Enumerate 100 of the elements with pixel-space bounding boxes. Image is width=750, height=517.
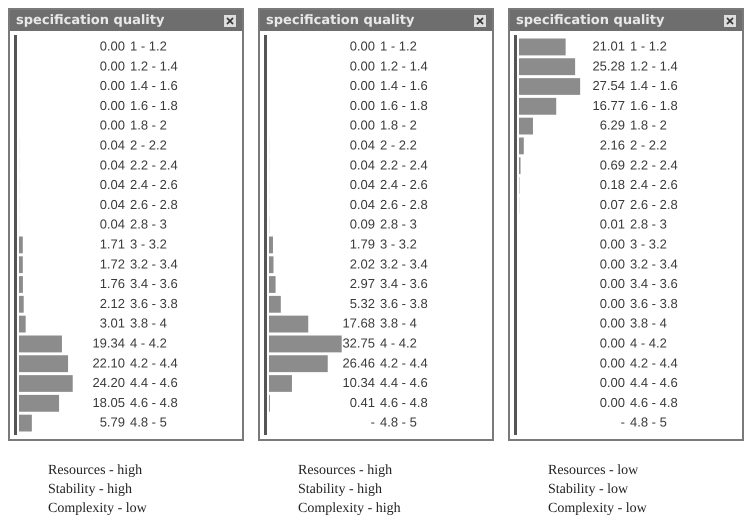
data-label: 10.34 — [342, 375, 375, 390]
data-label: 6.29 — [600, 118, 625, 133]
bar — [19, 316, 26, 333]
data-label: 25.28 — [592, 58, 625, 74]
data-label: 0.00 — [600, 355, 625, 370]
data-label: 0.00 — [600, 316, 625, 331]
data-label: 0.00 — [350, 58, 375, 74]
text: Resources - high — [298, 462, 394, 480]
y-tick-label: 3 - 3.2 — [130, 236, 167, 252]
y-tick-label: 1 - 1.2 — [630, 38, 667, 54]
y-tick-label: 1.8 - 2 — [630, 118, 667, 133]
bar — [269, 375, 292, 392]
y-tick-label: 3.6 - 3.8 — [380, 296, 428, 311]
y-tick-label: 3.6 - 3.8 — [130, 296, 178, 311]
data-label: 2.12 — [100, 296, 125, 311]
data-label: 0.07 — [600, 196, 625, 212]
data-label: 1.76 — [100, 276, 125, 292]
data-label: 24.20 — [92, 375, 125, 390]
bar — [19, 394, 60, 412]
data-label: 0.69 — [600, 157, 625, 172]
y-tick-label: 2.6 - 2.8 — [380, 196, 428, 212]
y-tick-label: 4.6 - 4.8 — [630, 394, 678, 410]
y-tick-label: 2.4 - 2.6 — [380, 177, 428, 192]
data-label: 0.41 — [350, 394, 375, 410]
y-tick-label: 4.2 - 4.4 — [130, 355, 178, 370]
bar — [19, 414, 32, 432]
y-tick-label: 4.2 - 4.4 — [380, 355, 428, 370]
data-label: 16.77 — [592, 98, 625, 113]
text: Resources - low — [548, 462, 640, 480]
data-label: 0.00 — [600, 335, 625, 350]
data-label: 0.04 — [350, 157, 375, 172]
y-tick-label: 4.4 - 4.6 — [130, 375, 178, 390]
data-label: 0.04 — [100, 137, 125, 152]
data-label: 2.97 — [350, 276, 375, 292]
y-tick-label: 4 - 4.2 — [130, 335, 167, 350]
data-label: 2.16 — [600, 137, 625, 152]
y-tick-label: 4.8 - 5 — [380, 414, 417, 430]
y-tick-label: 1.6 - 1.8 — [630, 98, 678, 113]
y-tick-label: 4.4 - 4.6 — [630, 375, 678, 390]
text: - — [620, 414, 625, 430]
y-tick-label: 1.8 - 2 — [380, 118, 417, 133]
y-tick-label: 4.6 - 4.8 — [130, 394, 178, 410]
bar — [519, 58, 576, 76]
y-tick-label: 2.6 - 2.8 — [130, 196, 178, 212]
y-tick-label: 1 - 1.2 — [380, 38, 417, 54]
text: Stability - high — [298, 481, 383, 499]
data-label: 0.00 — [350, 78, 375, 94]
y-tick-label: 4.4 - 4.6 — [380, 375, 428, 390]
y-tick-label: 2 - 2.2 — [630, 137, 667, 152]
y-tick-label: 4.6 - 4.8 — [380, 394, 428, 410]
y-tick-label: 2.6 - 2.8 — [630, 196, 678, 212]
data-label: 0.01 — [600, 216, 625, 232]
data-label: 0.00 — [600, 236, 625, 252]
data-label: 5.79 — [100, 414, 125, 430]
bar — [269, 355, 328, 372]
y-tick-label: 1.6 - 1.8 — [380, 98, 428, 113]
y-tick-label: 1.2 - 1.4 — [630, 58, 678, 74]
y-tick-label: 3.2 - 3.4 — [380, 256, 428, 272]
y-tick-label: 1.2 - 1.4 — [130, 58, 178, 74]
bar — [519, 118, 533, 135]
y-tick-label: 1.4 - 1.6 — [630, 78, 678, 94]
data-label: 0.00 — [100, 58, 125, 74]
data-label: 1.71 — [100, 236, 125, 252]
data-label: 0.00 — [350, 118, 375, 133]
chart-title: specification quality — [16, 13, 164, 28]
data-label: 0.00 — [350, 98, 375, 113]
data-label: 1.79 — [350, 236, 375, 252]
data-label: 0.00 — [600, 256, 625, 272]
y-tick-label: 3.4 - 3.6 — [630, 276, 678, 292]
y-tick-label: 4.8 - 5 — [130, 414, 167, 430]
data-label: 0.00 — [600, 375, 625, 390]
data-label: 19.34 — [92, 335, 125, 350]
y-tick-label: 2.2 - 2.4 — [630, 157, 678, 172]
data-label: 0.00 — [350, 38, 375, 54]
data-label: 0.00 — [600, 276, 625, 292]
y-tick-label: 2.8 - 3 — [630, 216, 667, 232]
y-tick-label: 3.4 - 3.6 — [380, 276, 428, 292]
bar — [269, 316, 308, 333]
text: Complexity - low — [548, 500, 648, 517]
bar — [519, 98, 556, 115]
data-label: 0.00 — [100, 38, 125, 54]
bar — [19, 256, 23, 274]
bar — [19, 375, 73, 392]
y-tick-label: 2.4 - 2.6 — [130, 177, 178, 192]
bar — [269, 276, 276, 293]
y-tick-label: 4 - 4.2 — [380, 335, 417, 350]
data-label: 0.04 — [350, 137, 375, 152]
y-tick-label: 1.4 - 1.6 — [380, 78, 428, 94]
text: Stability - low — [548, 481, 630, 499]
text: Resources - high — [48, 462, 144, 480]
data-label: 0.00 — [600, 394, 625, 410]
y-tick-label: 3.6 - 3.8 — [630, 296, 678, 311]
y-tick-label: 1.4 - 1.6 — [130, 78, 178, 94]
bar — [519, 38, 566, 56]
bar — [269, 236, 273, 254]
y-tick-label: 2.4 - 2.6 — [630, 177, 678, 192]
data-label: 0.18 — [600, 177, 625, 192]
y-tick-label: 1.6 - 1.8 — [130, 98, 178, 113]
data-label: 0.00 — [100, 78, 125, 94]
data-label: 26.46 — [342, 355, 375, 370]
